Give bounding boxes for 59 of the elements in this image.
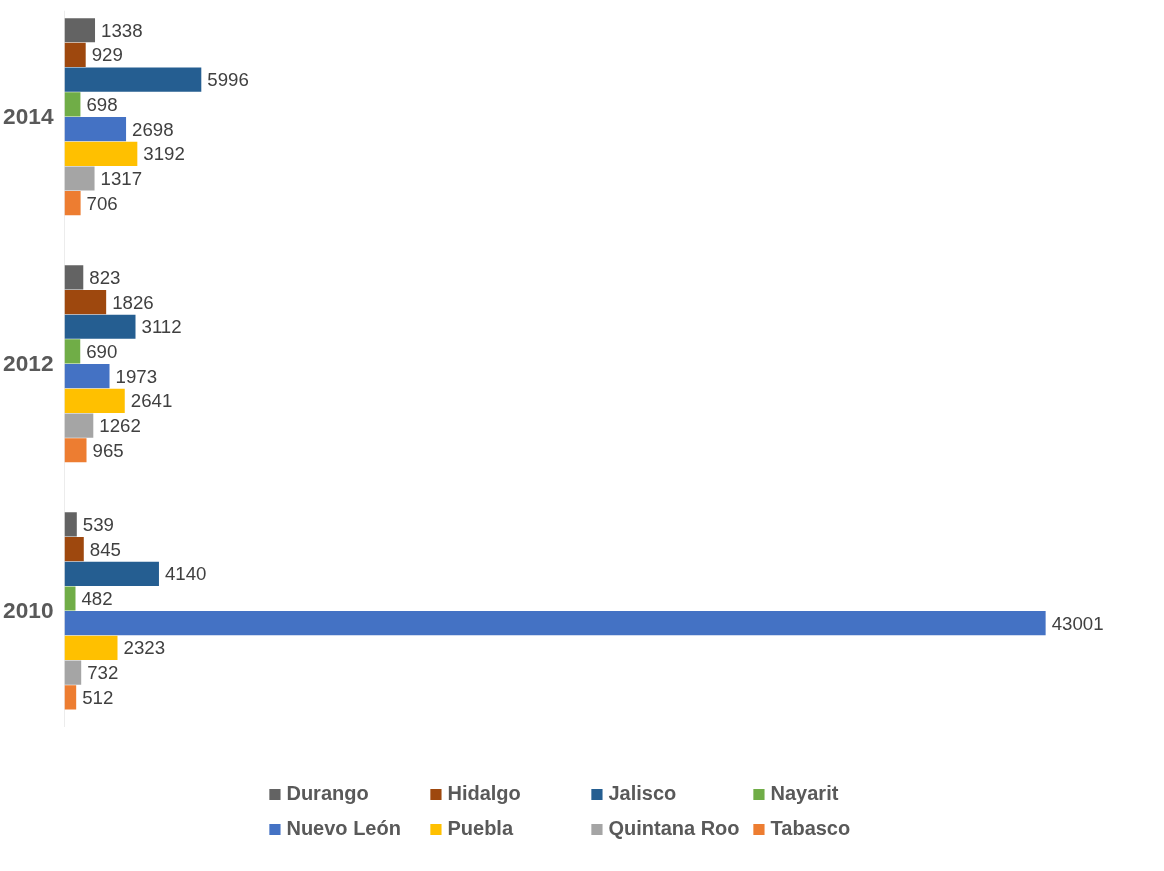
data-label: 929 [91,44,123,66]
data-label: 823 [89,266,121,288]
bar [64,388,125,413]
bar [64,92,81,117]
legend-label: Durango [286,782,370,805]
legend-label: Nuevo León [286,817,402,840]
bar [64,191,81,216]
y-tick-label: 2010 [3,597,54,624]
data-label: 43001 [1051,612,1104,634]
legend-label: Puebla [447,817,515,840]
data-label: 2698 [132,118,174,140]
bar [64,141,138,166]
bar [64,67,202,92]
legend-label: Jalisco [608,782,678,805]
data-label: 2641 [130,390,173,412]
legend-label: Nayarit [770,782,840,805]
y-tick-label: 2014 [3,103,54,130]
legend-label: Quintana Roo [608,817,740,840]
bar [64,536,84,562]
bar [64,512,77,537]
data-label: 732 [87,662,119,684]
data-label: 1826 [112,291,154,313]
data-label: 698 [86,93,118,115]
bar [64,364,110,389]
data-label: 845 [89,538,121,560]
legend-label: Hidalgo [447,782,522,805]
legend-label: Tabasco [770,817,852,840]
bar [64,561,159,586]
data-label: 539 [82,513,114,535]
data-label: 5996 [207,69,249,91]
bar [64,265,84,290]
y-tick-label: 2012 [3,350,54,377]
data-label: 3112 [141,316,182,338]
data-label: 706 [86,192,118,214]
bar [64,339,81,364]
bar [64,660,82,685]
bar [64,635,118,661]
data-label: 4140 [164,563,207,585]
bar [64,166,95,191]
data-label: 1262 [99,415,141,437]
data-label: 1338 [101,19,143,41]
bar [64,314,136,339]
data-label: 690 [86,340,118,362]
bar [64,586,76,611]
data-label: 3192 [143,143,185,165]
bar [64,18,96,43]
data-label: 482 [81,588,113,609]
bar [64,116,127,142]
bar [64,42,86,68]
bar [64,289,107,315]
data-label: 965 [92,439,124,461]
data-label: 1973 [115,365,158,387]
data-label: 512 [82,686,114,708]
data-label: 2323 [123,637,166,659]
bar [64,438,87,463]
data-label: 1317 [100,168,143,189]
bar [64,413,94,438]
bar [64,685,77,710]
bar [64,611,1046,636]
